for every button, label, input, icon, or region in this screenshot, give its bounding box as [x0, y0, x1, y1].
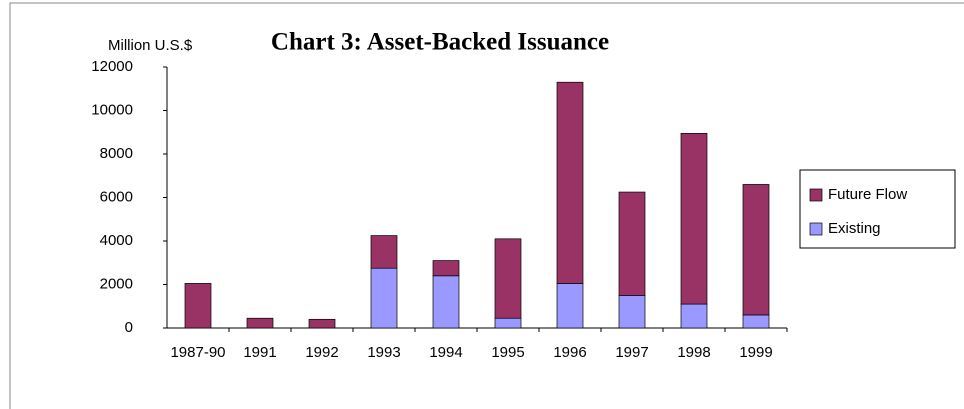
x-tick-label: 1993 [367, 344, 400, 361]
bar [308, 318, 336, 329]
bar [680, 303, 708, 329]
x-tick-label: 1999 [739, 344, 772, 361]
x-tick-label: 1994 [429, 344, 462, 361]
legend-label: Existing [828, 220, 881, 237]
chart-border [9, 2, 964, 409]
bar [494, 238, 522, 319]
x-tick-label: 1997 [615, 344, 648, 361]
bar [432, 275, 460, 329]
bar [184, 283, 212, 329]
x-tick-label: 1987-90 [170, 344, 225, 361]
bar [494, 317, 522, 329]
legend-swatch [809, 188, 823, 202]
bar [742, 314, 770, 329]
legend-swatch [809, 222, 823, 236]
y-tick-label: 4000 [100, 232, 133, 249]
y-axis-label: Million U.S.$ [108, 37, 193, 54]
bar [618, 295, 646, 329]
legend-box [799, 169, 956, 249]
chart-title: Chart 3: Asset-Backed Issuance [271, 29, 609, 56]
y-tick-label: 8000 [100, 145, 133, 162]
bar [432, 260, 460, 277]
bar [742, 184, 770, 316]
bar [680, 132, 708, 305]
x-tick-label: 1991 [243, 344, 276, 361]
y-tick-label: 0 [125, 319, 133, 336]
bar [556, 81, 584, 284]
y-tick-label: 10000 [91, 101, 133, 118]
bar [370, 267, 398, 329]
bar [618, 191, 646, 296]
y-tick-label: 6000 [100, 188, 133, 205]
y-tick-label: 2000 [100, 275, 133, 292]
x-tick-label: 1995 [491, 344, 524, 361]
bar [246, 317, 274, 329]
legend-label: Future Flow [828, 186, 907, 203]
bar [370, 235, 398, 269]
bar [556, 283, 584, 329]
y-tick-label: 12000 [91, 58, 133, 75]
x-tick-label: 1998 [677, 344, 710, 361]
x-tick-label: 1996 [553, 344, 586, 361]
x-tick-label: 1992 [305, 344, 338, 361]
